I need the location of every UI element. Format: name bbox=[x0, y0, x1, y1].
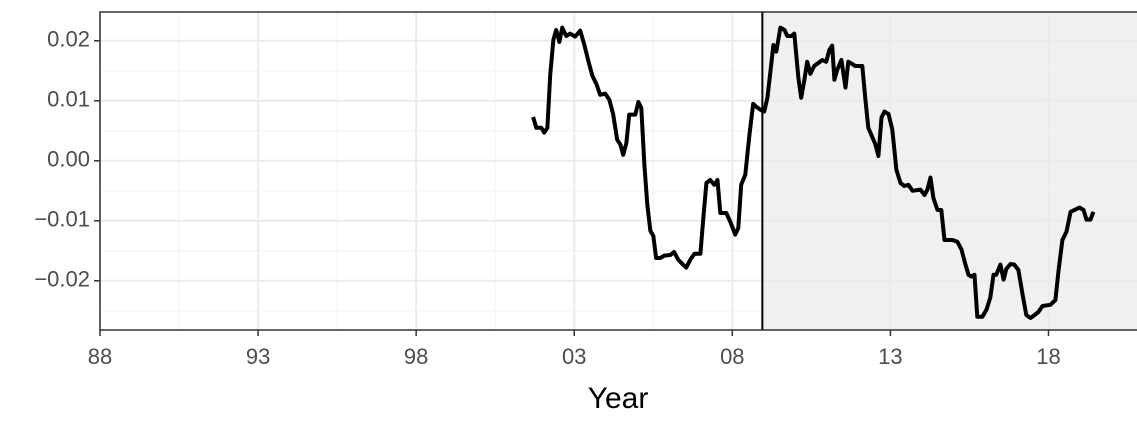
x-tick-label: 18 bbox=[1036, 344, 1060, 369]
y-tick-label: 0.00 bbox=[47, 147, 90, 172]
shaded-region bbox=[762, 12, 1137, 330]
y-tick-label: 0.02 bbox=[47, 27, 90, 52]
x-tick-label: 08 bbox=[720, 344, 744, 369]
x-tick-label: 93 bbox=[246, 344, 270, 369]
y-tick-label: −0.02 bbox=[34, 267, 90, 292]
x-tick-label: 13 bbox=[878, 344, 902, 369]
x-tick-label: 98 bbox=[404, 344, 428, 369]
y-tick-label: −0.01 bbox=[34, 207, 90, 232]
data-line bbox=[531, 25, 1096, 320]
panel-border bbox=[99, 11, 1137, 331]
x-axis-label: Year bbox=[588, 382, 649, 415]
x-tick-label: 03 bbox=[562, 344, 586, 369]
y-tick-label: 0.01 bbox=[47, 87, 90, 112]
x-tick-label: 88 bbox=[88, 344, 112, 369]
